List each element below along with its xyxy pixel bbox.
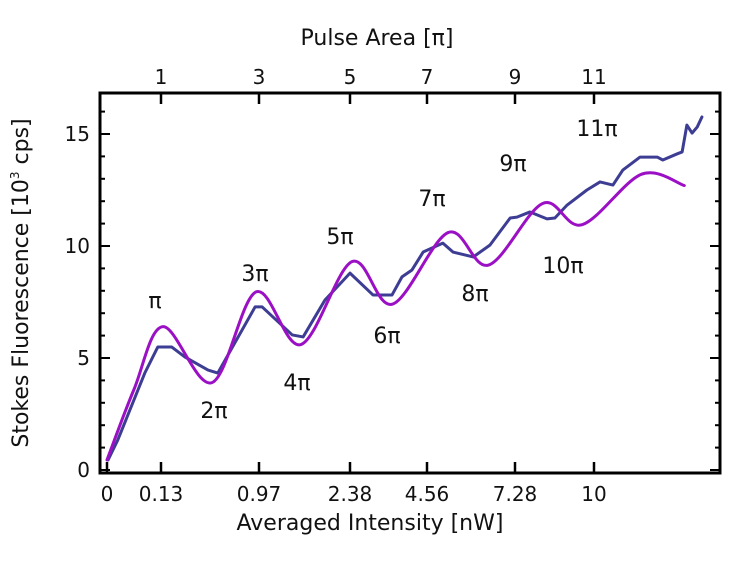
peak-annotation: 3π <box>241 262 268 287</box>
y-tick-label: 10 <box>65 234 90 258</box>
series-line-measured <box>106 115 704 462</box>
x-tick-label: 7.28 <box>493 482 538 506</box>
x-tick-label: 0 <box>101 482 114 506</box>
x2-tick-label: 3 <box>253 65 266 89</box>
x2-tick-label: 1 <box>155 65 168 89</box>
y-tick-label: 0 <box>77 458 90 482</box>
x-tick-label: 0.13 <box>139 482 184 506</box>
x-tick-label: 4.56 <box>405 482 450 506</box>
peak-annotation: 7π <box>418 187 445 212</box>
y-axis-label: Stokes Fluorescence [103 cps] <box>8 118 34 447</box>
y-axis-label-main: Stokes Fluorescence [10 <box>9 179 34 448</box>
x2-tick-label: 9 <box>509 65 522 89</box>
plot-frame <box>98 91 722 475</box>
peak-annotation: 5π <box>326 225 353 250</box>
peak-annotation: π <box>148 289 161 314</box>
tick-layer <box>100 93 720 473</box>
x2-tick-label: 7 <box>421 65 434 89</box>
y-axis-label-sup: 3 <box>8 171 22 179</box>
peak-annotation: 4π <box>283 371 310 396</box>
peak-annotation: 8π <box>461 282 488 307</box>
y-axis-label-tail: cps] <box>9 118 34 171</box>
x-tick-label: 0.97 <box>237 482 282 506</box>
y-tick-label: 15 <box>65 122 90 146</box>
x2-axis-label: Pulse Area [π] <box>301 26 454 51</box>
x-axis-label: Averaged Intensity [nW] <box>237 511 504 536</box>
x2-tick-label: 11 <box>581 65 606 89</box>
series-line-theory <box>105 171 686 462</box>
peak-annotation: 9π <box>499 152 526 177</box>
peak-annotation: 10π <box>542 254 583 279</box>
peak-annotation: 11π <box>576 117 617 142</box>
x-tick-label: 2.38 <box>328 482 373 506</box>
peak-annotation: 6π <box>373 324 400 349</box>
series-layer <box>105 115 704 462</box>
label-layer: 0 0.13 0.97 2.38 4.56 7.28 10 1 3 5 7 9 11 0 5 10 15 π 2π 3… <box>65 65 618 506</box>
peak-annotation: 2π <box>200 399 227 424</box>
x-tick-label: 10 <box>581 482 606 506</box>
x2-tick-label: 5 <box>344 65 357 89</box>
y-tick-label: 5 <box>77 346 90 370</box>
